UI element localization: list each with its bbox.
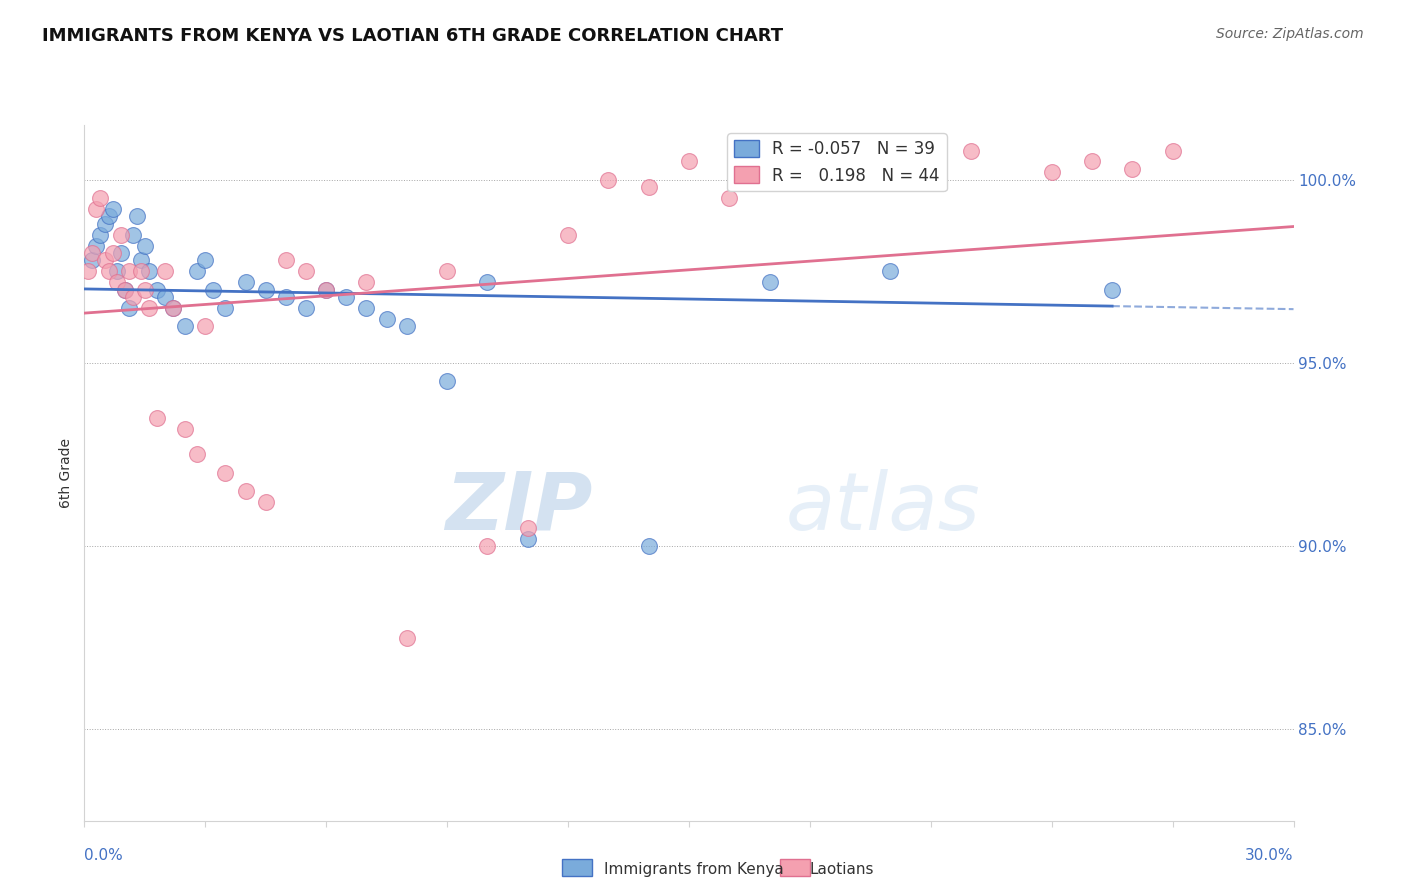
Point bbox=[129, 264, 152, 278]
Point bbox=[1161, 144, 1184, 158]
Point bbox=[960, 144, 983, 158]
Point bbox=[194, 253, 217, 268]
Text: ZIP: ZIP bbox=[444, 468, 592, 547]
Point bbox=[86, 202, 108, 216]
Point bbox=[146, 410, 169, 425]
Point bbox=[274, 253, 297, 268]
Point bbox=[121, 227, 143, 242]
Point bbox=[879, 154, 901, 169]
Point bbox=[174, 422, 197, 436]
Point bbox=[678, 154, 700, 169]
Point bbox=[436, 374, 458, 388]
Point bbox=[395, 631, 418, 645]
Point bbox=[186, 264, 208, 278]
Point bbox=[174, 319, 197, 334]
Point bbox=[105, 264, 128, 278]
Point bbox=[86, 238, 108, 252]
Point bbox=[477, 539, 499, 553]
Point bbox=[118, 301, 141, 315]
Text: Laotians: Laotians bbox=[810, 862, 875, 877]
Point bbox=[598, 173, 620, 187]
Point bbox=[202, 283, 225, 297]
Point bbox=[186, 447, 208, 461]
Point bbox=[799, 165, 821, 179]
Point bbox=[637, 180, 659, 194]
Point bbox=[110, 227, 132, 242]
Text: Immigrants from Kenya: Immigrants from Kenya bbox=[605, 862, 785, 877]
Point bbox=[235, 276, 257, 290]
Point bbox=[879, 264, 901, 278]
Point bbox=[335, 290, 357, 304]
Point bbox=[121, 290, 143, 304]
Point bbox=[516, 532, 538, 546]
Y-axis label: 6th Grade: 6th Grade bbox=[59, 438, 73, 508]
Point bbox=[637, 539, 659, 553]
Point bbox=[153, 264, 176, 278]
Point bbox=[97, 264, 120, 278]
Point bbox=[125, 210, 148, 224]
Point bbox=[93, 217, 115, 231]
Point bbox=[214, 301, 236, 315]
Point bbox=[134, 283, 156, 297]
Point bbox=[162, 301, 184, 315]
Text: 30.0%: 30.0% bbox=[1246, 848, 1294, 863]
Point bbox=[114, 283, 136, 297]
Point bbox=[1121, 161, 1143, 176]
Point bbox=[718, 191, 741, 205]
Point bbox=[315, 283, 337, 297]
Point bbox=[89, 191, 111, 205]
Point bbox=[295, 301, 318, 315]
Point bbox=[82, 253, 104, 268]
Point bbox=[516, 521, 538, 535]
Text: atlas: atlas bbox=[786, 468, 980, 547]
Point bbox=[162, 301, 184, 315]
Text: IMMIGRANTS FROM KENYA VS LAOTIAN 6TH GRADE CORRELATION CHART: IMMIGRANTS FROM KENYA VS LAOTIAN 6TH GRA… bbox=[42, 27, 783, 45]
Point bbox=[1081, 154, 1104, 169]
Point bbox=[138, 301, 160, 315]
Point bbox=[138, 264, 160, 278]
Point bbox=[105, 276, 128, 290]
Point bbox=[395, 319, 418, 334]
Bar bbox=[780, 859, 810, 876]
Point bbox=[274, 290, 297, 304]
Point bbox=[114, 283, 136, 297]
Point bbox=[93, 253, 115, 268]
Legend: R = -0.057   N = 39, R =   0.198   N = 44: R = -0.057 N = 39, R = 0.198 N = 44 bbox=[727, 133, 946, 191]
Point bbox=[356, 301, 378, 315]
Point bbox=[235, 484, 257, 499]
Point bbox=[375, 312, 398, 326]
Point bbox=[557, 227, 579, 242]
Point bbox=[146, 283, 169, 297]
Point bbox=[295, 264, 318, 278]
Point bbox=[153, 290, 176, 304]
Point bbox=[315, 283, 337, 297]
Point bbox=[77, 264, 100, 278]
Point bbox=[82, 246, 104, 260]
Text: 0.0%: 0.0% bbox=[84, 848, 124, 863]
Point bbox=[97, 210, 120, 224]
Point bbox=[254, 283, 277, 297]
Point bbox=[758, 276, 780, 290]
Point bbox=[477, 276, 499, 290]
Point bbox=[436, 264, 458, 278]
Point bbox=[214, 466, 236, 480]
Point bbox=[89, 227, 111, 242]
Point bbox=[1040, 165, 1063, 179]
Point bbox=[194, 319, 217, 334]
Point bbox=[129, 253, 152, 268]
Point bbox=[101, 202, 124, 216]
Text: Source: ZipAtlas.com: Source: ZipAtlas.com bbox=[1216, 27, 1364, 41]
Point bbox=[356, 276, 378, 290]
Point bbox=[110, 246, 132, 260]
Point bbox=[118, 264, 141, 278]
Point bbox=[254, 495, 277, 509]
Point bbox=[1101, 283, 1123, 297]
Bar bbox=[562, 859, 592, 876]
Point bbox=[134, 238, 156, 252]
Point bbox=[101, 246, 124, 260]
